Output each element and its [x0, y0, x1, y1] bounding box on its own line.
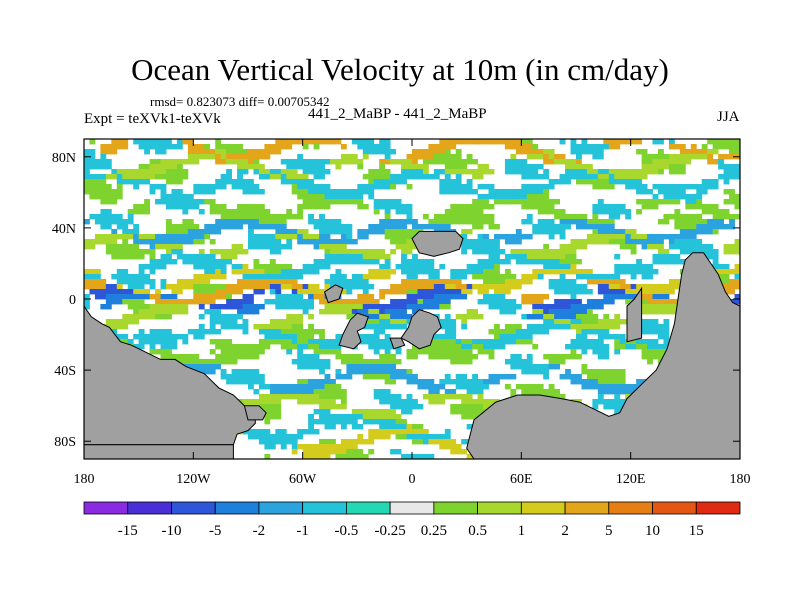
- experiment-label: Expt = teXVk1-teXVk: [84, 111, 221, 127]
- colorbar-box: [127, 501, 172, 515]
- land-region: [323, 284, 344, 304]
- land-region: [389, 337, 406, 350]
- land-region: [626, 286, 643, 343]
- x-tick-label: 120E: [616, 472, 646, 487]
- land-region: [400, 309, 442, 350]
- colorbar-box: [520, 501, 566, 515]
- colorbar-box: [652, 501, 697, 515]
- colorbar-box: [258, 501, 304, 515]
- axes: 180 120W 60W 0 60E 120E 180 80N 40N 0 40S 80S: [52, 139, 751, 487]
- y-tick-label: 40S: [54, 364, 76, 379]
- colorbar-box: [477, 501, 522, 515]
- y-tick-label: 0: [69, 293, 76, 308]
- colorbar-box: [214, 501, 260, 515]
- colorbar-box: [389, 501, 435, 515]
- colorbar-label: -2: [253, 523, 266, 539]
- stats-line: rmsd= 0.823073 diff= 0.00705342: [150, 94, 330, 109]
- colorbar-label: 15: [689, 523, 704, 539]
- colorbar-label: 2: [561, 523, 569, 539]
- colorbar-label: 10: [645, 523, 660, 539]
- x-tick-label: 180: [74, 472, 95, 487]
- land-region: [411, 230, 464, 257]
- land-region: [83, 304, 256, 446]
- land-region: [338, 312, 369, 350]
- x-tick-label: 60W: [289, 472, 317, 487]
- colorbar-label: 0.5: [468, 523, 487, 539]
- colorbar-box: [608, 501, 653, 515]
- colorbar-box: [302, 501, 347, 515]
- colorbar-label: 1: [518, 523, 526, 539]
- colorbar-label: 5: [605, 523, 613, 539]
- colorbar-box: [564, 501, 610, 515]
- chart-title: Ocean Vertical Velocity at 10m (in cm/da…: [131, 52, 669, 87]
- x-tick-label: 0: [409, 472, 416, 487]
- colorbar-label: 0.25: [421, 523, 447, 539]
- land-region: [243, 405, 267, 421]
- case-label: 441_2_MaBP - 441_2_MaBP: [308, 106, 487, 122]
- colorbar-label: -1: [296, 523, 309, 539]
- colorbar-label: -0.5: [335, 523, 359, 539]
- x-tick-label: 60E: [510, 472, 533, 487]
- colorbar-box: [83, 501, 129, 515]
- colorbar-label: -0.25: [375, 523, 406, 539]
- colorbar-box: [695, 501, 741, 515]
- colorbar-box: [433, 501, 478, 515]
- x-tick-label: 180: [730, 472, 751, 487]
- colorbar-label: -15: [118, 523, 138, 539]
- land-region: [83, 444, 234, 460]
- y-tick-label: 40N: [52, 222, 76, 237]
- colorbar-label: -5: [209, 523, 222, 539]
- colorbar-box: [171, 501, 216, 515]
- colorbar-box: [345, 501, 391, 515]
- season-label: JJA: [717, 109, 740, 125]
- land-mask: [83, 230, 741, 460]
- colorbar: -15 -10 -5 -2 -1 -0.5 -0.25 0.25 0.5 1 2 5 10 15: [83, 501, 741, 539]
- colorbar-label: -10: [161, 523, 181, 539]
- y-tick-label: 80S: [54, 435, 76, 450]
- x-tick-label: 120W: [176, 472, 211, 487]
- y-tick-label: 80N: [52, 151, 76, 166]
